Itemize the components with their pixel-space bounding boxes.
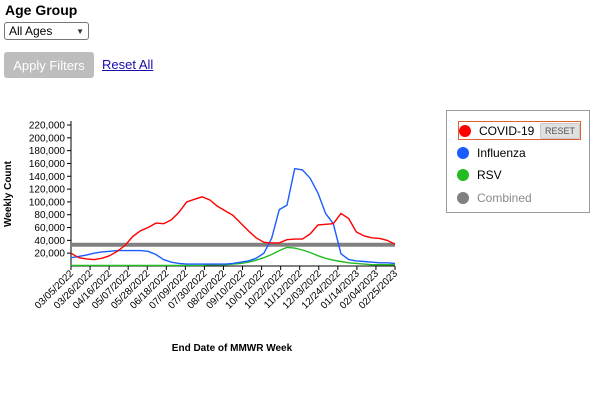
y-tick-label: 40,000 xyxy=(34,236,65,247)
legend-dot-icon xyxy=(457,169,469,181)
legend: COVID-19 RESET Influenza RSV Combined xyxy=(446,110,590,213)
legend-item-covid-19[interactable]: COVID-19 RESET xyxy=(458,121,581,140)
chevron-down-icon: ▼ xyxy=(76,26,84,36)
y-tick-label: 20,000 xyxy=(34,249,65,260)
legend-dot-icon xyxy=(459,124,471,137)
legend-item-influenza[interactable]: Influenza xyxy=(457,144,581,162)
y-tick-label: 60,000 xyxy=(34,223,65,234)
series-line-influenza[interactable] xyxy=(70,167,396,265)
y-tick-label: 200,000 xyxy=(29,133,66,144)
legend-item-combined[interactable]: Combined xyxy=(457,189,581,207)
legend-label: RSV xyxy=(477,168,502,182)
legend-dot-icon xyxy=(457,147,469,159)
x-axis-title: End Date of MMWR Week xyxy=(172,343,293,354)
series-line-covid-19[interactable] xyxy=(70,196,396,261)
legend-label: Influenza xyxy=(477,146,526,160)
y-tick-label: 140,000 xyxy=(29,172,66,183)
y-tick-label: 120,000 xyxy=(29,185,66,196)
age-group-select[interactable]: All Ages ▼ xyxy=(4,22,89,40)
legend-dot-icon xyxy=(457,192,469,204)
y-tick-label: 80,000 xyxy=(34,210,65,221)
reset-all-link[interactable]: Reset All xyxy=(102,57,154,72)
y-tick-label: 100,000 xyxy=(29,197,66,208)
y-axis-title: Weekly Count xyxy=(3,160,14,227)
y-tick-label: 160,000 xyxy=(29,159,66,170)
y-tick-label: 220,000 xyxy=(29,121,66,132)
age-group-selected-value: All Ages xyxy=(9,24,53,38)
legend-reset-button[interactable]: RESET xyxy=(539,122,580,139)
y-tick-label: 180,000 xyxy=(29,146,66,157)
apply-filters-button[interactable]: Apply Filters xyxy=(4,52,94,78)
legend-label: Combined xyxy=(477,191,532,205)
series-layer xyxy=(70,167,396,267)
legend-item-rsv[interactable]: RSV xyxy=(457,166,581,184)
legend-label: COVID-19 xyxy=(479,123,535,138)
age-group-label: Age Group xyxy=(5,2,78,18)
x-axis: 03/05/202203/26/202204/16/202205/07/2022… xyxy=(33,265,400,312)
